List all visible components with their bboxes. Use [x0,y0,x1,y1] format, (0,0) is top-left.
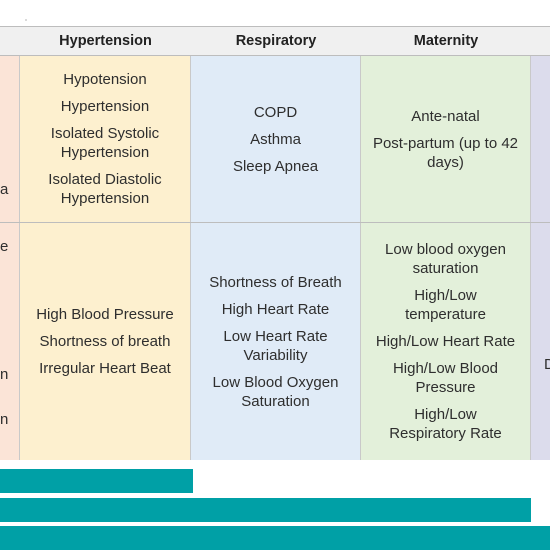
list-item: Hypertension [60,98,150,115]
indicators-left-fragment: e [0,238,9,255]
list-item: Post-partum (up to 42 days) [372,134,519,171]
list-item: Asthma [250,130,301,148]
conditions-respiratory-cell: COPD Asthma Sleep Apnea [191,56,361,222]
conditions-col1-cell [0,56,20,222]
list-item: High/Low temperature [405,287,486,323]
teal-bar [0,526,550,550]
teal-bar [0,469,193,493]
list-item: Ante-natal [411,107,480,125]
list-item: High/Low Respiratory Rate [389,406,502,442]
teal-bar [0,498,531,522]
indicators-right-fragment: D [544,356,550,373]
indicators-col5-cell [531,223,550,460]
list-item: Shortness of breath [39,333,171,350]
header-maternity: Maternity [361,27,531,56]
conditions-maternity-cell: Ante-natal Post-partum (up to 42 days) [361,56,531,222]
list-item: Isolated Systolic Hypertension [50,125,160,161]
header-cell-cut [0,27,20,56]
list-item: Shortness of Breath [209,273,342,291]
list-item: High Blood Pressure [36,306,174,323]
header-cell-cut-right [531,27,550,56]
list-item: Hypotension [63,71,147,88]
indicators-hypertension-cell: High Blood Pressure Shortness of breath … [20,223,191,460]
decorative-dot [25,19,27,21]
list-item: High Heart Rate [221,300,330,318]
list-item: Isolated Diastolic Hypertension [48,171,162,207]
indicators-maternity-cell: Low blood oxygen saturation High/Low tem… [361,223,531,460]
header-respiratory: Respiratory [191,27,361,56]
list-item: COPD [253,103,298,121]
indicators-respiratory-cell: Shortness of Breath High Heart Rate Low … [191,223,361,460]
row-divider [0,222,550,223]
comparison-table: Hypertension Respiratory Maternity a Hyp… [0,26,550,460]
indicators-left-fragment: n [0,411,9,428]
list-item: Irregular Heart Beat [39,360,171,377]
list-item: High/Low Blood Pressure [392,360,499,396]
header-hypertension: Hypertension [20,27,191,56]
indicators-col1-cell [0,223,20,460]
indicators-left-fragment: n [0,366,9,383]
list-item: Low Blood Oxygen Saturation [212,373,339,410]
list-item: Low blood oxygen saturation [385,241,506,277]
conditions-hypertension-cell: Hypotension Hypertension Isolated Systol… [20,56,191,222]
conditions-col5-cell [531,56,550,222]
conditions-left-fragment: a [0,181,9,198]
list-item: Low Heart Rate Variability [223,327,328,364]
list-item: High/Low Heart Rate [375,333,516,350]
list-item: Sleep Apnea [232,157,319,175]
